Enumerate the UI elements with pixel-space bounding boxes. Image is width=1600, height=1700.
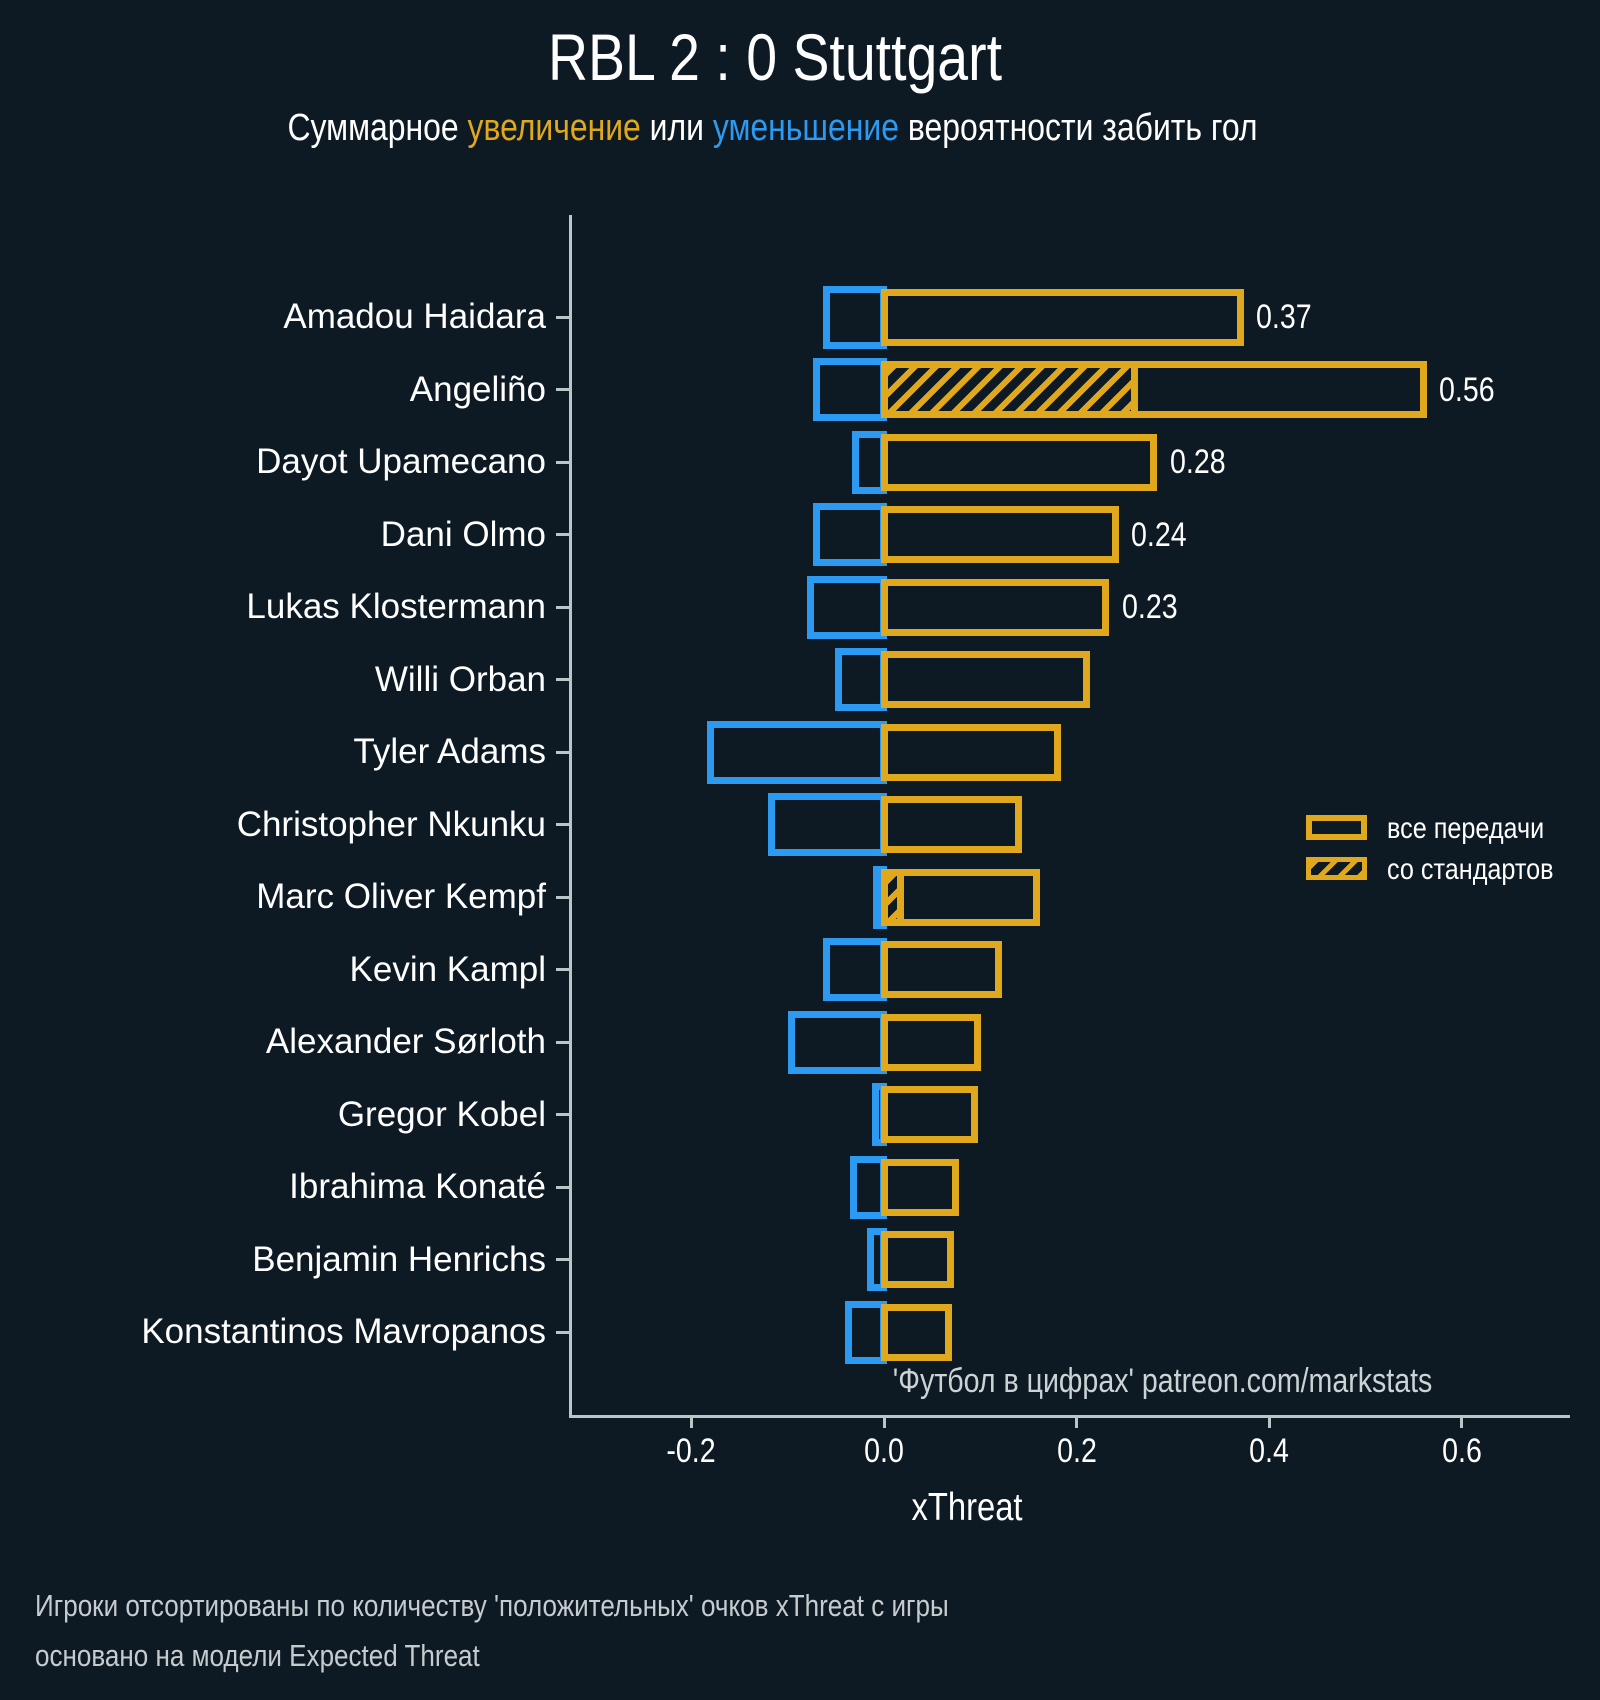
bar-value-label: 0.37 bbox=[1256, 298, 1313, 336]
x-tick bbox=[1075, 1418, 1079, 1428]
legend-label-set-pieces: со стандартов bbox=[1387, 853, 1554, 886]
x-tick-label: 0.4 bbox=[1249, 1432, 1290, 1470]
bar-negative bbox=[807, 575, 888, 639]
subtitle-part: увеличение bbox=[467, 107, 641, 149]
x-tick-label: -0.2 bbox=[666, 1432, 716, 1470]
subtitle-part: Суммарное bbox=[287, 107, 468, 149]
bar-positive bbox=[880, 796, 1023, 853]
bar-positive bbox=[880, 1231, 954, 1288]
bar-value-label: 0.24 bbox=[1131, 515, 1187, 554]
x-tick bbox=[689, 1418, 693, 1428]
legend-label-all-passes: все передачи bbox=[1387, 812, 1545, 845]
player-label: Ibrahima Konaté bbox=[289, 1167, 546, 1206]
subtitle-part: вероятности забить гол bbox=[898, 107, 1258, 149]
bar-positive bbox=[880, 1086, 979, 1143]
y-tick bbox=[556, 823, 569, 826]
y-tick bbox=[556, 460, 569, 464]
bar-negative bbox=[767, 793, 888, 856]
player-label: Lukas Klostermann bbox=[246, 587, 546, 626]
bar-negative bbox=[707, 720, 888, 784]
player-label: Alexander Sørloth bbox=[265, 1022, 546, 1061]
y-tick bbox=[556, 895, 569, 899]
bar-negative bbox=[788, 1010, 888, 1074]
chart-subtitle: Суммарное увеличение или уменьшение веро… bbox=[124, 106, 1422, 150]
bar-negative bbox=[822, 938, 888, 1001]
player-label: Amadou Haidara bbox=[283, 297, 546, 336]
y-tick bbox=[556, 750, 569, 754]
bar-positive bbox=[880, 1303, 953, 1361]
player-label: Dani Olmo bbox=[380, 514, 546, 554]
x-tick bbox=[1460, 1418, 1464, 1428]
player-label: Marc Oliver Kempf bbox=[256, 877, 546, 916]
y-tick bbox=[556, 533, 569, 536]
footer-note-sorting: Игроки отсортированы по количеству 'поло… bbox=[35, 1588, 949, 1623]
y-tick bbox=[556, 315, 569, 319]
bar-positive bbox=[880, 506, 1119, 563]
y-axis bbox=[569, 215, 572, 1418]
player-label: Benjamin Henrichs bbox=[252, 1239, 546, 1279]
bar-positive bbox=[880, 941, 1003, 998]
y-tick bbox=[556, 968, 569, 971]
y-tick bbox=[556, 1258, 569, 1261]
x-axis bbox=[569, 1415, 1570, 1418]
player-label: Konstantinos Mavropanos bbox=[141, 1312, 546, 1351]
player-label: Dayot Upamecano bbox=[256, 442, 546, 481]
x-tick bbox=[882, 1418, 886, 1428]
bar-set-pieces bbox=[880, 868, 904, 926]
y-tick bbox=[556, 1185, 569, 1189]
y-tick bbox=[556, 1330, 569, 1334]
bar-positive bbox=[880, 723, 1061, 781]
legend-swatch-all-passes bbox=[1306, 815, 1367, 840]
watermark: 'Футбол в цифрах' patreon.com/markstats bbox=[892, 1362, 1432, 1400]
bar-set-pieces bbox=[880, 361, 1138, 418]
y-tick bbox=[556, 1113, 569, 1116]
chart-title: RBL 2 : 0 Stuttgart bbox=[547, 20, 1003, 94]
x-axis-label: xThreat bbox=[911, 1486, 1023, 1529]
bar-value-label: 0.28 bbox=[1169, 443, 1226, 481]
subtitle-part: или bbox=[640, 107, 713, 149]
bar-value-label: 0.23 bbox=[1121, 588, 1178, 626]
y-tick bbox=[556, 1040, 569, 1044]
y-tick bbox=[556, 388, 569, 391]
bar-positive bbox=[880, 433, 1158, 491]
bar-positive bbox=[880, 1013, 981, 1071]
player-label: Kevin Kampl bbox=[349, 949, 546, 989]
x-tick-label: 0.2 bbox=[1056, 1432, 1097, 1470]
player-label: Willi Orban bbox=[374, 659, 546, 699]
legend-swatch-set-pieces bbox=[1306, 857, 1367, 880]
x-tick bbox=[1267, 1418, 1271, 1428]
bar-negative bbox=[813, 358, 888, 421]
x-tick-label: 0.0 bbox=[864, 1432, 904, 1470]
bar-positive bbox=[880, 288, 1244, 346]
bar-negative bbox=[813, 503, 888, 566]
subtitle-part: уменьшение bbox=[712, 107, 899, 149]
x-tick-label: 0.6 bbox=[1442, 1432, 1482, 1470]
player-label: Gregor Kobel bbox=[337, 1094, 546, 1134]
bar-negative bbox=[822, 285, 888, 349]
bar-positive bbox=[880, 578, 1110, 636]
bar-positive bbox=[880, 868, 1040, 926]
player-label: Christopher Nkunku bbox=[236, 804, 546, 844]
player-label: Angeliño bbox=[409, 369, 546, 409]
player-label: Tyler Adams bbox=[353, 732, 546, 771]
bar-positive bbox=[880, 651, 1090, 708]
y-tick bbox=[556, 605, 569, 609]
footer-note-model: основано на модели Expected Threat bbox=[35, 1638, 480, 1673]
bar-value-label: 0.56 bbox=[1439, 370, 1496, 409]
y-tick bbox=[556, 678, 569, 681]
bar-positive bbox=[880, 1158, 959, 1216]
